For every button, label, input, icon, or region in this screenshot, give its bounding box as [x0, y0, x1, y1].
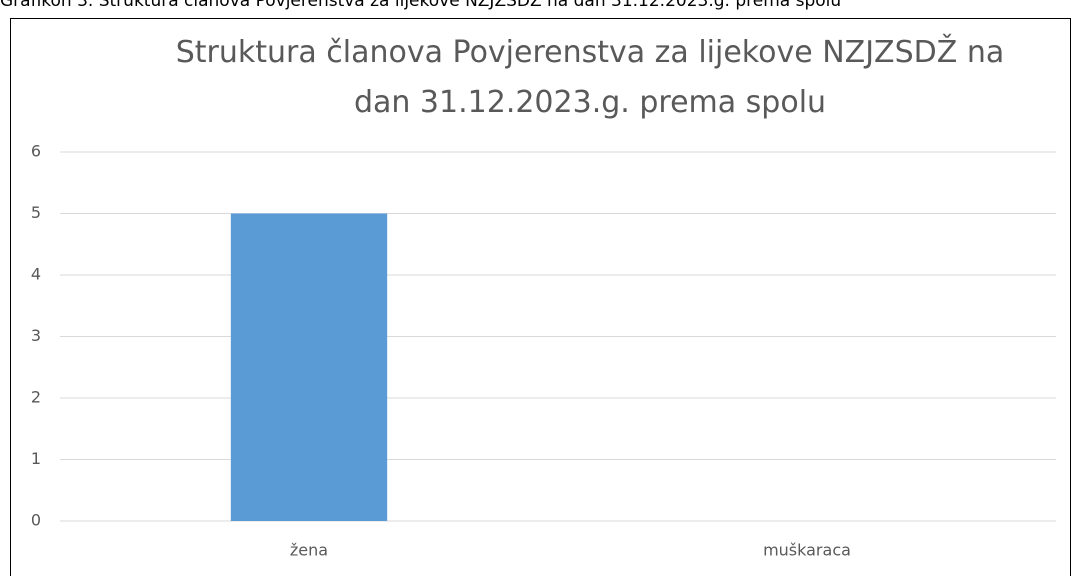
- y-tick-label: 3: [31, 326, 41, 345]
- chart-frame: [10, 18, 1071, 576]
- y-tick-label: 1: [31, 449, 41, 468]
- y-tick-label: 5: [31, 203, 41, 222]
- y-tick-label: 6: [31, 142, 41, 161]
- chart-title: Struktura članova Povjerenstva za lijeko…: [175, 35, 1005, 120]
- y-tick-label: 2: [31, 388, 41, 407]
- bar: [230, 213, 388, 521]
- y-tick-label: 0: [31, 511, 41, 530]
- y-tick-label: 4: [31, 265, 41, 284]
- x-tick-label: muškaraca: [763, 541, 851, 560]
- x-tick-label: žena: [290, 541, 328, 560]
- caption: Grafikon 3. Struktura članova Povjerenst…: [0, 0, 842, 11]
